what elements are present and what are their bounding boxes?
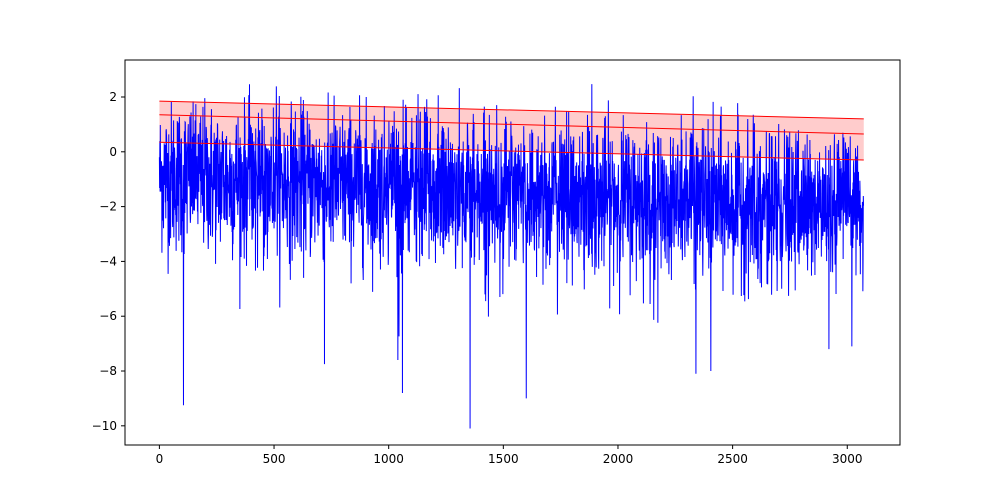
x-axis: 0 500 1000 1500 2000 2500 3000 [156, 445, 863, 466]
y-tick-label: −10 [92, 419, 117, 433]
x-tick-label: 1000 [373, 452, 404, 466]
x-tick-label: 0 [156, 452, 164, 466]
series-2-line [159, 114, 864, 135]
x-tick-label: 2000 [603, 452, 634, 466]
y-tick-label: −8 [99, 364, 117, 378]
y-tick-label: 0 [109, 145, 117, 159]
y-tick-label: −2 [99, 200, 117, 214]
series-0-line [158, 84, 865, 429]
y-axis: −10 −8 −6 −4 −2 0 2 [92, 90, 125, 433]
series-3-line [159, 141, 864, 161]
y-tick-label: −4 [99, 254, 117, 268]
x-tick-label: 3000 [832, 452, 863, 466]
x-tick-label: 500 [263, 452, 286, 466]
x-tick-label: 1500 [488, 452, 519, 466]
axes-frame [124, 59, 901, 446]
y-tick-label: −6 [99, 309, 117, 323]
y-tick-label: 2 [109, 90, 117, 104]
x-tick-label: 2500 [717, 452, 748, 466]
plot-area [158, 84, 865, 429]
series-1-line [159, 100, 864, 120]
